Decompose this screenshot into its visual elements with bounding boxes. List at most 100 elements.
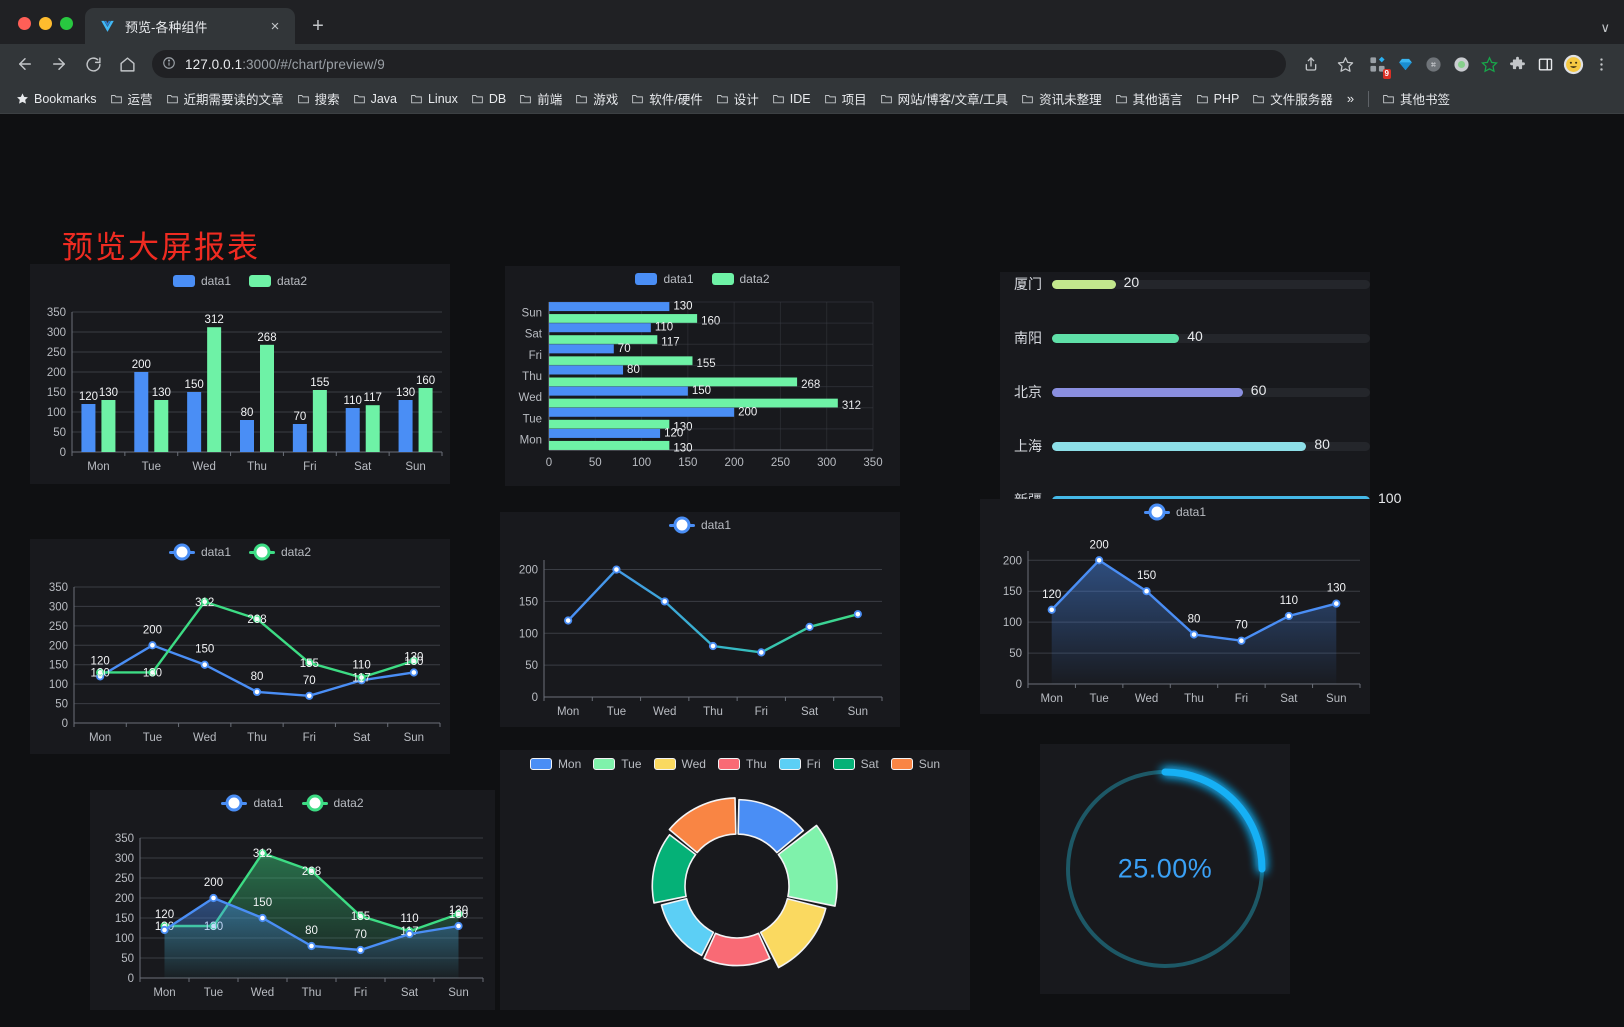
bookmark-item-other[interactable]: 其他书签 (1376, 86, 1456, 111)
bookmark-item[interactable]: 设计 (710, 86, 765, 111)
bar-data1[interactable] (187, 392, 202, 452)
chart-bar-vertical[interactable]: data1 data2 0 50 100 150 200 250 300 350 120 130 M… (30, 264, 450, 484)
chart-line-dual[interactable]: data1 data2 0 50 100 150 200 250 300 350 Mon Tue W… (30, 539, 450, 754)
line-data1[interactable] (567, 568, 859, 654)
diamond-icon[interactable] (1392, 51, 1418, 77)
legend-item[interactable]: data1 (635, 272, 694, 286)
legend-item[interactable]: data1 (1143, 505, 1206, 519)
progress-row[interactable]: 南阳 40 (1000, 326, 1370, 350)
bookmark-item[interactable]: 软件/硬件 (625, 86, 708, 111)
progress-track[interactable]: 20 (1052, 274, 1370, 290)
legend-item[interactable]: Thu (717, 757, 767, 771)
share-icon[interactable] (1296, 49, 1326, 79)
data-point[interactable] (307, 866, 316, 875)
bookmarks-overflow-button[interactable]: » (1346, 91, 1355, 106)
data-point[interactable] (252, 687, 262, 697)
chart-area-single[interactable]: data1 0 50 100 150 200 Mon Tue Wed Thu Fri Sat Sun 1… (980, 499, 1370, 714)
legend-item[interactable]: data2 (249, 274, 307, 288)
bar-data2[interactable] (101, 400, 116, 452)
progress-row[interactable]: 厦门 20 (1000, 272, 1370, 296)
legend-item[interactable]: Wed (653, 757, 706, 771)
bar-data1[interactable] (345, 408, 360, 452)
chart-gauge[interactable]: 25.00% (1040, 744, 1290, 994)
data-point[interactable] (660, 597, 669, 606)
bookmark-item-bookmarks[interactable]: Bookmarks (10, 89, 103, 109)
bar-data1[interactable] (398, 400, 413, 452)
new-tab-button[interactable]: + (312, 14, 324, 37)
data-point[interactable] (160, 925, 169, 935)
bar-data1[interactable] (549, 407, 735, 417)
data-point[interactable] (305, 691, 314, 700)
chart-line-gradient[interactable]: data1 0 50 100 150 200 Mon Tue Wed Thu Fri Sat Sun (500, 512, 900, 727)
legend-item[interactable]: Mon (529, 757, 581, 771)
bookmark-item[interactable]: DB (465, 89, 512, 109)
data-point[interactable] (200, 597, 209, 606)
bar-data1[interactable] (549, 302, 670, 312)
bookmark-star-icon[interactable] (1330, 49, 1360, 79)
home-button[interactable] (112, 49, 142, 79)
bar-data2[interactable] (549, 440, 670, 450)
window-traffic-lights[interactable] (10, 17, 85, 44)
data-point[interactable] (200, 660, 209, 669)
bookmark-item[interactable]: 文件服务器 (1246, 86, 1339, 111)
legend-item[interactable]: Sun (890, 757, 940, 771)
back-button[interactable] (10, 49, 40, 79)
bar-data2[interactable] (549, 356, 693, 366)
bookmark-item[interactable]: 搜索 (291, 86, 346, 111)
data-point[interactable] (305, 658, 314, 667)
circle-green-icon[interactable] (1448, 51, 1474, 77)
legend-item[interactable]: data2 (711, 272, 770, 286)
bookmark-item[interactable]: 近期需要读的文章 (160, 86, 290, 111)
data-point[interactable] (409, 668, 418, 677)
bookmark-item[interactable]: 游戏 (569, 86, 624, 111)
bar-data2[interactable] (549, 419, 670, 429)
data-point[interactable] (258, 849, 267, 858)
data-point[interactable] (96, 668, 105, 677)
bar-data1[interactable] (240, 420, 254, 452)
data-point[interactable] (405, 929, 414, 939)
reload-button[interactable] (78, 49, 108, 79)
data-point[interactable] (1095, 556, 1104, 565)
legend-item[interactable]: data1 (668, 518, 731, 532)
data-point[interactable] (708, 641, 718, 651)
legend-item[interactable]: data2 (301, 796, 364, 810)
legend-item[interactable]: data1 (221, 796, 284, 810)
data-point[interactable] (357, 673, 366, 682)
data-point[interactable] (564, 616, 573, 625)
info-circle-icon[interactable] (162, 56, 176, 73)
bar-data2[interactable] (549, 314, 698, 324)
data-point[interactable] (454, 909, 463, 919)
bar-data2[interactable] (418, 388, 433, 452)
data-point[interactable] (209, 893, 218, 903)
maximize-window-button[interactable] (60, 17, 73, 30)
bar-data2[interactable] (549, 335, 658, 345)
data-point[interactable] (805, 622, 814, 632)
data-point[interactable] (1284, 611, 1293, 621)
star-outline-green-icon[interactable] (1476, 51, 1502, 77)
close-tab-button[interactable]: × (270, 17, 280, 35)
data-point[interactable] (1237, 636, 1246, 645)
command-icon[interactable]: ⌘ (1420, 51, 1446, 77)
bookmark-item[interactable]: PHP (1190, 89, 1246, 109)
bookmark-item[interactable]: Linux (404, 89, 464, 109)
bar-data1[interactable] (549, 386, 688, 396)
data-point[interactable] (1047, 605, 1056, 614)
bar-data1[interactable] (549, 344, 614, 354)
data-point[interactable] (409, 656, 418, 665)
legend-item[interactable]: data2 (249, 545, 311, 559)
pie-slice-Mon[interactable] (737, 798, 805, 854)
data-point[interactable] (252, 614, 262, 623)
bar-data2[interactable] (207, 327, 222, 452)
bar-data2[interactable] (260, 344, 274, 452)
chart-donut-rose[interactable]: Mon Tue Wed Thu Fri Sat Sun (500, 750, 970, 1010)
data-point[interactable] (757, 648, 766, 657)
kebab-menu-icon[interactable] (1588, 51, 1614, 77)
chart-area-stacked[interactable]: data1 data2 0 50 100 150 200 250 300 350 Mon Tue W… (90, 790, 495, 1010)
minimize-window-button[interactable] (39, 17, 52, 30)
legend-item[interactable]: Fri (778, 757, 821, 771)
bar-data1[interactable] (292, 424, 307, 452)
pie-slice-Sat[interactable] (651, 833, 697, 904)
bookmark-item[interactable]: 项目 (818, 86, 873, 111)
progress-track[interactable]: 60 (1052, 382, 1370, 398)
chevron-down-icon[interactable]: ∨ (1600, 20, 1610, 35)
